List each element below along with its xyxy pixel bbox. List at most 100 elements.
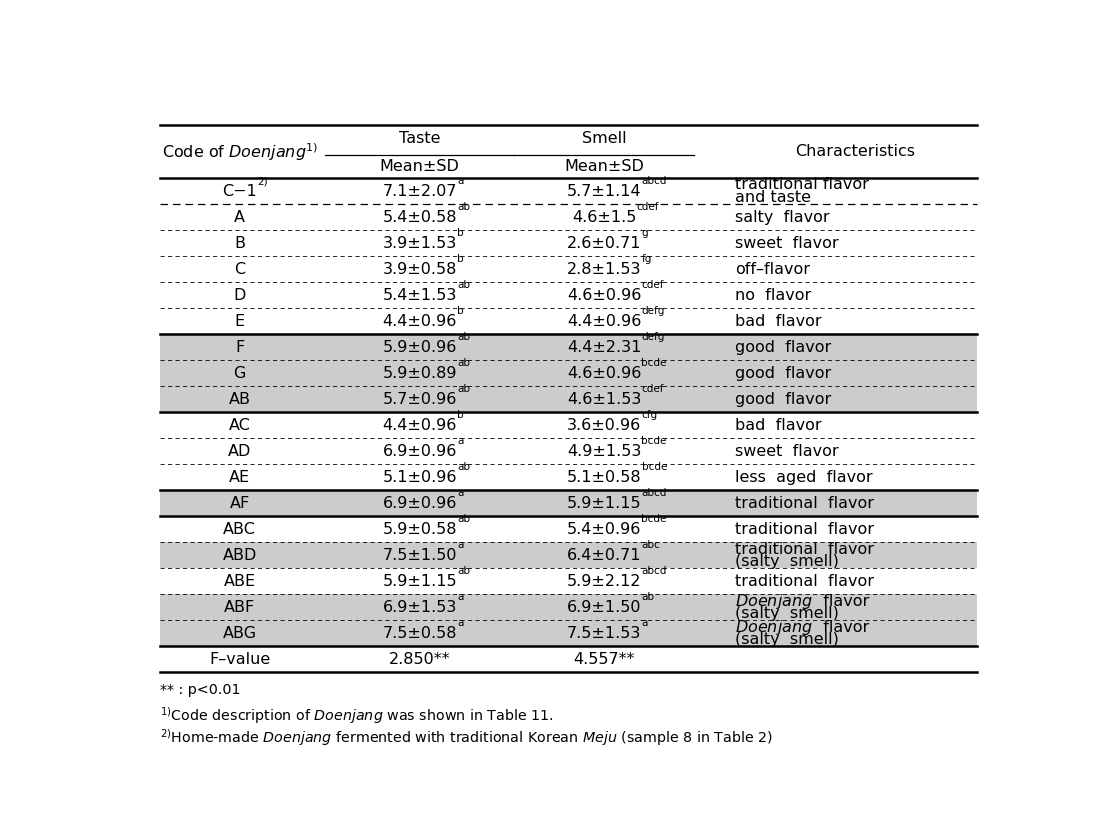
Text: 5.1±0.96: 5.1±0.96	[383, 470, 457, 485]
Text: (salty  smell): (salty smell)	[735, 632, 838, 647]
Text: 3.9±1.53: 3.9±1.53	[383, 236, 457, 251]
Text: 4.6±1.5: 4.6±1.5	[572, 210, 637, 225]
Bar	[159, 386, 977, 412]
Text: traditional  flavor: traditional flavor	[735, 496, 873, 511]
Text: ab: ab	[641, 592, 654, 602]
Text: sweet  flavor: sweet flavor	[735, 236, 838, 251]
Text: a: a	[457, 592, 464, 602]
Text: abcd: abcd	[642, 176, 666, 186]
Text: 5.9±1.15: 5.9±1.15	[382, 574, 457, 589]
Text: ab: ab	[457, 462, 470, 472]
Text: defg: defg	[641, 332, 665, 342]
Text: F–value: F–value	[209, 652, 270, 667]
Text: 6.9±1.50: 6.9±1.50	[567, 600, 641, 615]
Text: 2.850**: 2.850**	[389, 652, 451, 667]
Text: ABF: ABF	[224, 600, 256, 615]
Bar	[159, 542, 977, 568]
Text: G: G	[234, 366, 246, 381]
Text: good  flavor: good flavor	[735, 366, 831, 381]
Text: abcd: abcd	[642, 488, 666, 498]
Text: 5.4±0.96: 5.4±0.96	[567, 522, 641, 537]
Text: F: F	[235, 340, 245, 355]
Text: good  flavor: good flavor	[735, 340, 831, 355]
Text: flavor: flavor	[813, 620, 869, 634]
Text: traditional  flavor: traditional flavor	[735, 542, 873, 556]
Bar	[159, 490, 977, 516]
Text: C: C	[234, 262, 245, 277]
Text: 4.4±0.96: 4.4±0.96	[383, 314, 457, 329]
Text: 7.1±2.07: 7.1±2.07	[383, 184, 457, 199]
Text: cdef: cdef	[641, 384, 664, 394]
Text: 4.557**: 4.557**	[573, 652, 635, 667]
Text: AB: AB	[229, 392, 250, 407]
Text: ab: ab	[457, 566, 470, 576]
Text: traditional  flavor: traditional flavor	[735, 522, 873, 537]
Bar	[159, 360, 977, 386]
Text: b: b	[457, 306, 464, 316]
Text: Characteristics: Characteristics	[795, 144, 914, 159]
Text: 7.5±1.53: 7.5±1.53	[567, 626, 641, 641]
Text: 4.6±1.53: 4.6±1.53	[567, 392, 641, 407]
Text: 2): 2)	[257, 176, 268, 186]
Text: Mean±SD: Mean±SD	[380, 159, 459, 174]
Text: 6.9±0.96: 6.9±0.96	[383, 496, 457, 511]
Text: defg: defg	[641, 306, 665, 316]
Text: 5.9±0.96: 5.9±0.96	[383, 340, 457, 355]
Text: g: g	[641, 228, 648, 238]
Text: 7.5±0.58: 7.5±0.58	[383, 626, 457, 641]
Text: A: A	[234, 210, 245, 225]
Text: 4.4±2.31: 4.4±2.31	[567, 340, 641, 355]
Text: ABD: ABD	[223, 548, 257, 563]
Text: a: a	[457, 436, 464, 446]
Text: abcd: abcd	[641, 566, 666, 576]
Text: a: a	[457, 618, 464, 628]
Text: ABC: ABC	[224, 522, 256, 537]
Text: 4.4±0.96: 4.4±0.96	[567, 314, 641, 329]
Text: 4.9±1.53: 4.9±1.53	[567, 444, 641, 459]
Text: D: D	[234, 288, 246, 303]
Text: off–flavor: off–flavor	[735, 262, 809, 277]
Text: 2.8±1.53: 2.8±1.53	[567, 262, 641, 277]
Text: ab: ab	[457, 358, 470, 368]
Text: ab: ab	[457, 514, 470, 524]
Text: AC: AC	[229, 418, 250, 433]
Text: 5.7±1.14: 5.7±1.14	[567, 184, 642, 199]
Text: ab: ab	[457, 202, 470, 212]
Text: $\it{Doenjang}$: $\it{Doenjang}$	[735, 618, 813, 637]
Text: ABE: ABE	[224, 574, 256, 589]
Text: fg: fg	[641, 254, 652, 264]
Text: bad  flavor: bad flavor	[735, 314, 821, 329]
Text: b: b	[457, 228, 464, 238]
Text: ab: ab	[457, 332, 470, 342]
Text: bcde: bcde	[641, 358, 666, 368]
Text: b: b	[457, 410, 464, 420]
Text: Taste: Taste	[399, 131, 441, 146]
Text: salty  flavor: salty flavor	[735, 210, 829, 225]
Text: 5.9±0.58: 5.9±0.58	[383, 522, 457, 537]
Text: ab: ab	[457, 280, 470, 290]
Text: (salty  smell): (salty smell)	[735, 554, 838, 569]
Text: Smell: Smell	[582, 131, 627, 146]
Text: no  flavor: no flavor	[735, 288, 811, 303]
Text: AE: AE	[229, 470, 250, 485]
Text: Code of $\it{Doenjang}$$^{1)}$: Code of $\it{Doenjang}$$^{1)}$	[162, 141, 318, 163]
Text: 6.9±0.96: 6.9±0.96	[383, 444, 457, 459]
Text: 4.4±0.96: 4.4±0.96	[383, 418, 457, 433]
Text: AD: AD	[228, 444, 251, 459]
Text: Mean±SD: Mean±SD	[565, 159, 644, 174]
Text: $^{1)}$Code description of $\it{Doenjang}$ was shown in Table 11.: $^{1)}$Code description of $\it{Doenjang…	[159, 705, 554, 726]
Text: sweet  flavor: sweet flavor	[735, 444, 838, 459]
Text: B: B	[234, 236, 245, 251]
Text: 2.6±0.71: 2.6±0.71	[567, 236, 641, 251]
Text: 5.9±2.12: 5.9±2.12	[567, 574, 641, 589]
Text: ** : p<0.01: ** : p<0.01	[159, 683, 240, 696]
Text: traditional  flavor: traditional flavor	[735, 574, 873, 589]
Text: AF: AF	[229, 496, 250, 511]
Text: ab: ab	[457, 384, 470, 394]
Text: b: b	[457, 254, 464, 264]
Text: E: E	[235, 314, 245, 329]
Text: abc: abc	[641, 540, 660, 550]
Text: less  aged  flavor: less aged flavor	[735, 470, 872, 485]
Text: a: a	[641, 618, 648, 628]
Text: good  flavor: good flavor	[735, 392, 831, 407]
